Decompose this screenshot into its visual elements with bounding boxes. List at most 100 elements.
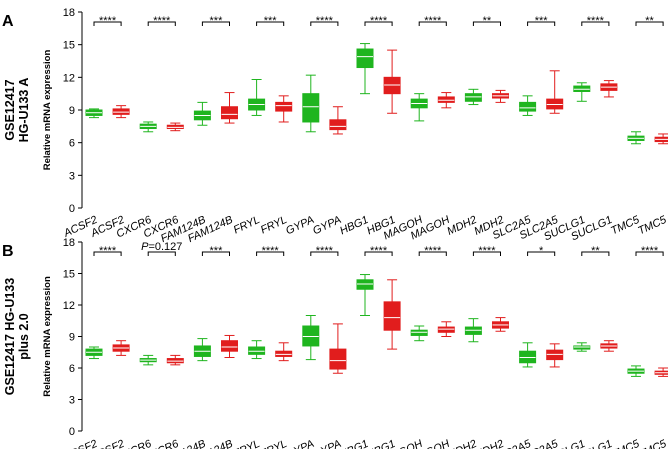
box-iqr	[464, 93, 482, 102]
box-gypa-case	[329, 323, 347, 374]
box-acsf2-case	[112, 340, 130, 356]
significance-label: ****	[424, 245, 442, 257]
significance-bracket: ****	[93, 245, 122, 257]
box-suclg1-control	[573, 342, 591, 352]
significance-line	[364, 251, 393, 256]
box-iqr	[302, 93, 320, 123]
significance-bracket: ****	[364, 15, 393, 27]
box-iqr	[573, 85, 591, 92]
side-title-line: GSE12417 HG-U133	[3, 278, 17, 395]
significance-label: ****	[478, 245, 496, 257]
y-tick-label: 6	[69, 138, 75, 150]
box-suclg1-case	[600, 340, 618, 352]
box-magoh-case	[437, 92, 455, 109]
box-iqr	[546, 98, 564, 110]
significance-label: ****	[424, 15, 442, 27]
significance-label: **	[591, 245, 600, 257]
significance-bracket: ****	[472, 245, 501, 257]
x-tick-label: FRYL	[259, 214, 289, 237]
box-iqr	[356, 48, 374, 69]
box-iqr	[329, 119, 347, 131]
significance-bracket: ****	[256, 245, 285, 257]
box-fryl-case	[275, 95, 293, 123]
side-title-line: GSE12417	[3, 79, 17, 140]
x-tick-label: ACSF2	[61, 438, 99, 449]
significance-label: ***	[264, 15, 278, 27]
significance-line	[527, 21, 556, 26]
significance-bracket: ****	[310, 15, 339, 27]
side-title-line: HG-U133 A	[17, 78, 31, 143]
box-iqr	[410, 329, 428, 336]
box-gypa-control	[302, 315, 320, 361]
y-tick-label: 18	[63, 7, 75, 19]
significance-label: ****	[370, 15, 388, 27]
significance-line	[147, 21, 176, 26]
significance-bracket: *	[527, 245, 556, 257]
x-tick-label: TMC5	[636, 213, 668, 237]
box-iqr	[221, 340, 238, 352]
y-tick-label: 0	[69, 203, 75, 215]
box-iqr	[573, 345, 591, 350]
box-slc2a5-control	[519, 342, 537, 368]
significance-line	[635, 251, 664, 256]
box-acsf2-case	[112, 105, 130, 119]
y-tick-label: 12	[63, 72, 75, 84]
significance-label: **	[645, 15, 654, 27]
box-fam124b-control	[193, 101, 211, 126]
significance-label: ****	[641, 245, 659, 257]
significance-line	[93, 251, 122, 256]
y-tick-label: 0	[69, 426, 75, 438]
significance-bracket: ****	[310, 245, 339, 257]
significance-label: ***	[210, 15, 224, 27]
significance-bracket: ****	[581, 15, 610, 27]
box-tmc5-case	[654, 367, 668, 377]
box-cxcr6-case	[166, 122, 184, 132]
significance-bracket: P=0.127	[141, 241, 182, 256]
x-tick-label: FRYL	[232, 214, 262, 237]
box-cxcr6-control	[139, 121, 157, 133]
box-hbg1-control	[356, 43, 374, 95]
significance-line	[635, 21, 664, 26]
box-fryl-control	[248, 79, 266, 116]
significance-bracket: ****	[418, 245, 447, 257]
significance-label: ****	[153, 15, 171, 27]
significance-bracket: ****	[635, 245, 664, 257]
side-title-line: plus 2.0	[17, 313, 31, 360]
x-tick-label: ACSF2	[88, 438, 126, 449]
x-tick-label: FRYL	[259, 438, 289, 449]
significance-label: ****	[316, 15, 334, 27]
box-cxcr6-control	[139, 354, 157, 366]
significance-bracket: ***	[201, 245, 230, 257]
significance-label: *	[539, 245, 544, 257]
significance-bracket: **	[581, 245, 610, 257]
x-tick-label: GYPA	[284, 438, 316, 449]
significance-label: ****	[99, 15, 117, 27]
significance-line	[418, 21, 447, 26]
box-iqr	[166, 358, 184, 364]
box-mdh2-case	[492, 317, 509, 332]
box-cxcr6-case	[166, 354, 184, 366]
box-iqr	[519, 101, 537, 112]
x-tick-label: HBG1	[365, 438, 397, 449]
x-tick-label: GYPA	[311, 438, 343, 449]
y-tick-label: 9	[69, 105, 75, 117]
y-tick-label: 9	[69, 332, 75, 344]
box-iqr	[383, 301, 401, 331]
y-tick-label: 15	[63, 40, 75, 52]
box-iqr	[166, 124, 184, 130]
significance-label: P=0.127	[141, 241, 182, 253]
significance-label: ****	[370, 245, 388, 257]
significance-line	[364, 21, 393, 26]
box-suclg1-control	[573, 82, 591, 102]
box-iqr	[383, 76, 401, 95]
significance-line	[581, 21, 610, 26]
box-fam124b-case	[221, 334, 238, 358]
box-iqr	[437, 96, 455, 103]
significance-line	[201, 251, 230, 256]
box-hbg1-case	[383, 49, 401, 114]
significance-label: ****	[262, 245, 280, 257]
box-fam124b-control	[193, 338, 211, 362]
x-tick-label: HBG1	[338, 438, 370, 449]
y-tick-label: 6	[69, 363, 75, 375]
box-acsf2-control	[85, 346, 103, 360]
